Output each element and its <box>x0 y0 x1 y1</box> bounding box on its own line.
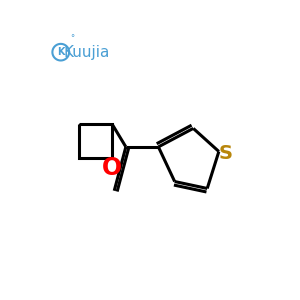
Text: Kuujia: Kuujia <box>63 45 110 60</box>
Text: K: K <box>57 47 64 57</box>
Text: °: ° <box>70 34 74 43</box>
Text: S: S <box>218 144 233 163</box>
Text: O: O <box>102 156 122 180</box>
